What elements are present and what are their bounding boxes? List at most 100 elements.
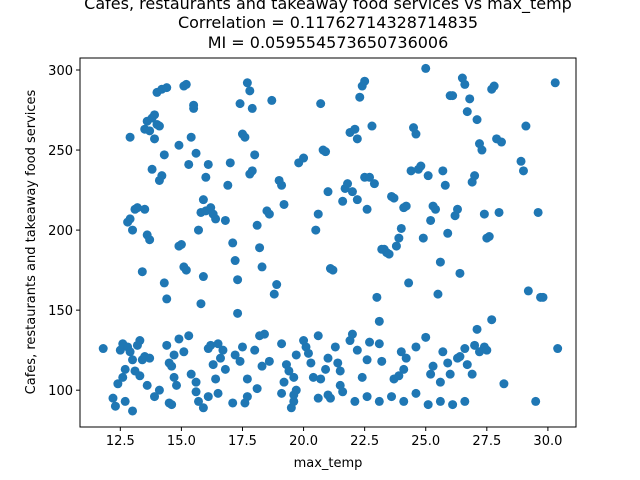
- data-point: [428, 361, 438, 371]
- title-line-1: Cafes, restaurants and takeaway food ser…: [84, 0, 572, 14]
- data-point: [157, 171, 167, 181]
- data-point: [323, 353, 333, 363]
- data-point: [426, 215, 436, 225]
- data-point: [421, 63, 431, 73]
- data-point: [125, 347, 135, 357]
- data-point: [169, 350, 179, 360]
- y-tick-label: 300: [48, 64, 73, 79]
- data-point: [448, 400, 458, 410]
- data-point: [396, 223, 406, 233]
- data-point: [167, 400, 177, 410]
- data-point: [401, 353, 411, 363]
- data-point: [343, 179, 353, 189]
- data-point: [179, 347, 189, 357]
- data-point: [323, 187, 333, 197]
- data-point: [362, 355, 372, 365]
- data-point: [130, 366, 140, 376]
- data-point: [289, 372, 299, 382]
- data-point: [418, 233, 428, 243]
- data-point: [230, 350, 240, 360]
- data-point: [394, 233, 404, 243]
- data-point: [125, 214, 135, 224]
- data-point: [252, 384, 262, 394]
- data-point: [203, 392, 213, 402]
- data-point: [245, 86, 255, 96]
- data-point: [445, 369, 455, 379]
- data-point: [279, 377, 289, 387]
- data-point: [448, 91, 458, 101]
- data-point: [316, 99, 326, 109]
- data-point: [325, 393, 335, 403]
- data-point: [211, 214, 221, 224]
- data-point: [174, 334, 184, 344]
- data-point: [372, 292, 382, 302]
- data-point: [191, 377, 201, 387]
- data-point: [384, 249, 394, 259]
- data-point: [235, 356, 245, 366]
- data-point: [316, 374, 326, 384]
- data-point: [462, 107, 472, 117]
- data-point: [228, 238, 238, 248]
- data-point: [228, 398, 238, 408]
- data-point: [367, 121, 377, 131]
- data-point: [235, 99, 245, 109]
- y-tick-label: 150: [48, 304, 73, 319]
- data-point: [313, 331, 323, 341]
- data-point: [335, 366, 345, 376]
- data-point: [472, 324, 482, 334]
- data-point: [521, 121, 531, 131]
- x-tick-label: 25.0: [411, 434, 440, 449]
- data-point: [460, 344, 470, 354]
- data-point: [362, 392, 372, 402]
- data-point: [110, 401, 120, 411]
- data-point: [108, 393, 118, 403]
- data-point: [338, 196, 348, 206]
- data-point: [365, 337, 375, 347]
- data-point: [128, 225, 138, 235]
- data-point: [333, 358, 343, 368]
- data-point: [357, 372, 367, 382]
- data-point: [369, 179, 379, 189]
- data-point: [433, 289, 443, 299]
- data-point: [176, 240, 186, 249]
- data-point: [223, 180, 233, 190]
- data-point: [255, 243, 265, 253]
- data-point: [347, 329, 357, 339]
- data-point: [206, 340, 216, 350]
- data-point: [399, 396, 409, 406]
- data-point: [150, 110, 160, 120]
- data-point: [474, 347, 484, 357]
- data-point: [118, 372, 128, 382]
- x-tick-label: 30.0: [533, 434, 562, 449]
- data-point: [272, 280, 282, 290]
- data-point: [303, 348, 313, 358]
- data-point: [203, 159, 213, 169]
- data-point: [277, 339, 287, 349]
- data-point: [487, 315, 497, 325]
- points-layer: [98, 63, 563, 416]
- data-point: [230, 256, 240, 266]
- data-point: [215, 353, 225, 363]
- y-axis-label: Cafes, restaurants and takeaway food ser…: [24, 89, 39, 394]
- data-point: [167, 361, 177, 371]
- data-point: [389, 193, 399, 203]
- y-tick-label: 100: [48, 384, 73, 399]
- data-point: [247, 166, 257, 176]
- data-point: [328, 265, 338, 275]
- data-point: [113, 379, 123, 389]
- data-point: [159, 278, 169, 288]
- data-point: [494, 207, 504, 217]
- x-tick-label: 27.5: [472, 434, 501, 449]
- data-point: [240, 132, 250, 142]
- x-tick-label: 20.0: [289, 434, 318, 449]
- data-point: [120, 396, 130, 406]
- data-point: [465, 94, 475, 104]
- data-point: [431, 204, 441, 214]
- data-point: [154, 385, 164, 395]
- data-point: [181, 79, 191, 89]
- data-point: [416, 161, 426, 171]
- data-point: [313, 393, 323, 403]
- data-point: [435, 377, 445, 387]
- data-point: [374, 339, 384, 349]
- data-point: [233, 275, 243, 285]
